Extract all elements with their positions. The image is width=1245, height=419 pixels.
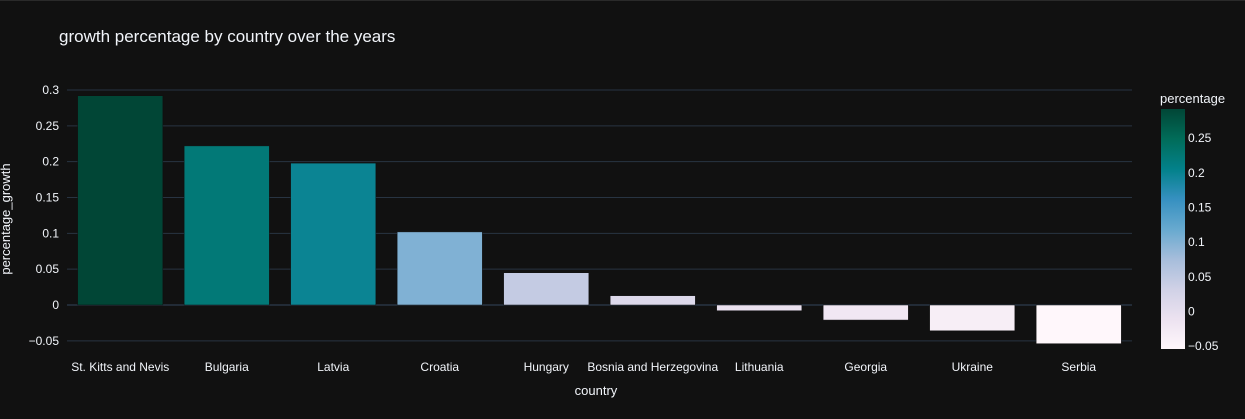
colorbar-tick-label: 0.2 xyxy=(1188,166,1205,180)
y-tick-label: 0.05 xyxy=(36,262,60,276)
colorbar-title: percentage xyxy=(1160,91,1225,106)
bar[interactable] xyxy=(503,272,590,306)
colorbar-ticks: −0.05 0 0.05 0.1 0.15 0.2 0.25 xyxy=(1188,131,1219,353)
bar[interactable] xyxy=(290,162,377,306)
y-tick-label: 0.25 xyxy=(36,119,60,133)
bar[interactable] xyxy=(929,304,1016,332)
x-tick-label: St. Kitts and Nevis xyxy=(71,360,169,374)
y-tick-label: 0 xyxy=(52,298,59,312)
colorbar-tick-label: 0.15 xyxy=(1188,200,1212,214)
bar[interactable] xyxy=(396,231,483,306)
bar[interactable] xyxy=(183,145,270,306)
chart-title: growth percentage by country over the ye… xyxy=(59,27,395,46)
colorbar-tick-label: 0.05 xyxy=(1188,270,1212,284)
x-tick-label: Croatia xyxy=(420,360,459,374)
x-tick-label: Ukraine xyxy=(952,360,994,374)
y-axis-ticks: −0.05 0 0.05 0.1 0.15 0.2 0.25 0.3 xyxy=(29,83,60,348)
x-tick-label: Lithuania xyxy=(735,360,784,374)
x-tick-label: Bulgaria xyxy=(205,360,249,374)
y-tick-label: 0.3 xyxy=(42,83,59,97)
colorbar-tick-label: 0 xyxy=(1188,305,1195,319)
x-tick-label: Bosnia and Herzegovina xyxy=(587,360,718,374)
colorbar-tick-label: 0.25 xyxy=(1188,131,1212,145)
bar[interactable] xyxy=(822,304,909,321)
bar[interactable] xyxy=(609,295,696,306)
y-axis-title: percentage_growth xyxy=(0,163,13,274)
bar[interactable] xyxy=(716,304,803,311)
bar[interactable] xyxy=(77,95,164,306)
x-axis-ticks: St. Kitts and Nevis Bulgaria Latvia Croatia… xyxy=(71,360,1096,374)
x-tick-label: Hungary xyxy=(524,360,569,374)
colorbar-tick-label: −0.05 xyxy=(1188,339,1219,353)
x-tick-label: Georgia xyxy=(844,360,887,374)
y-tick-label: 0.2 xyxy=(42,155,59,169)
x-tick-label: Latvia xyxy=(317,360,349,374)
x-tick-label: Serbia xyxy=(1061,360,1096,374)
y-tick-label: 0.1 xyxy=(42,226,59,240)
y-tick-label: 0.15 xyxy=(36,191,60,205)
x-axis-title: country xyxy=(575,383,618,398)
bar[interactable] xyxy=(1035,304,1122,344)
colorbar xyxy=(1161,109,1185,349)
colorbar-tick-label: 0.1 xyxy=(1188,235,1205,249)
bars-layer xyxy=(77,95,1122,344)
y-tick-label: −0.05 xyxy=(29,334,60,348)
